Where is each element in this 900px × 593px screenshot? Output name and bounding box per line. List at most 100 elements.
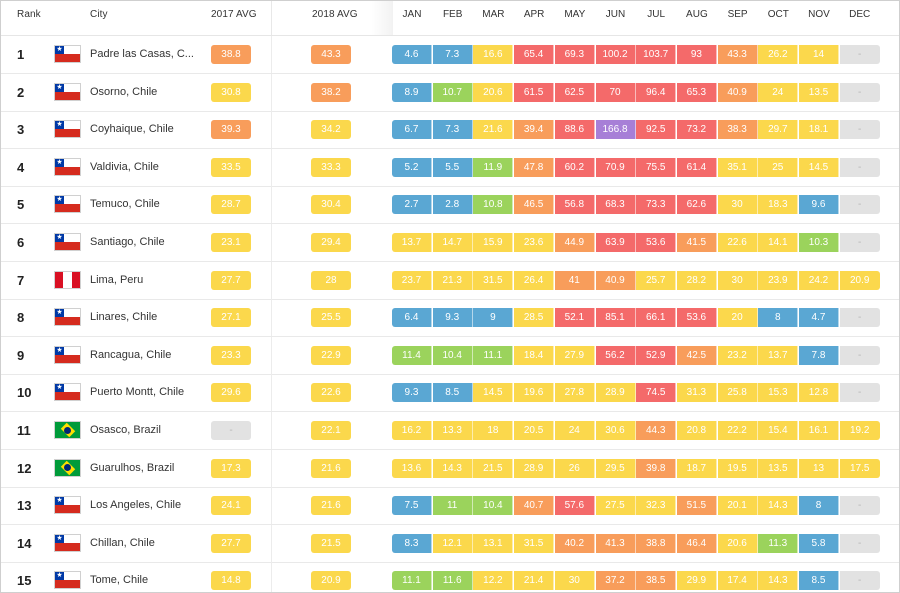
month-value-jun: 56.2 xyxy=(595,345,636,365)
table-row[interactable]: 11 Osasco, Brazil - 22.1 16.2 13.3 18 20.5 24 30.… xyxy=(1,412,899,450)
city-name[interactable]: Osorno, Chile xyxy=(90,85,158,98)
month-value-jul: 75.5 xyxy=(636,157,677,177)
month-value-jan: 11.4 xyxy=(392,345,432,365)
table-row[interactable]: 6 ★ Santiago, Chile 23.1 29.4 13.7 14.7 15.9 23.… xyxy=(1,224,899,262)
avg-2018-badge: 43.3 xyxy=(311,45,351,64)
header-month-mar[interactable]: MAR xyxy=(482,9,505,20)
table-row[interactable]: 2 ★ Osorno, Chile 30.8 38.2 8.9 10.7 20.6 61.5 62… xyxy=(1,73,899,112)
table-row[interactable]: 12 Guarulhos, Brazil 17.3 21.6 13.6 14.3 21.5 2… xyxy=(1,449,899,488)
header-city[interactable]: City xyxy=(90,9,108,20)
city-name[interactable]: Osasco, Brazil xyxy=(90,424,161,436)
header-rank[interactable]: Rank xyxy=(17,9,41,20)
rank-number: 11 xyxy=(17,423,31,438)
column-divider xyxy=(271,299,272,337)
month-value-jan: 9.3 xyxy=(392,383,432,403)
header-month-oct[interactable]: OCT xyxy=(767,9,789,20)
brazil-flag-icon xyxy=(54,421,81,439)
header-month-may[interactable]: MAY xyxy=(564,9,586,20)
month-value-sep: 30 xyxy=(717,270,758,290)
column-divider xyxy=(271,261,272,299)
month-value-jul: 44.3 xyxy=(636,421,677,440)
header-month-jan[interactable]: JAN xyxy=(402,9,422,20)
city-name[interactable]: Linares, Chile xyxy=(90,311,158,324)
month-value-feb: 2.8 xyxy=(432,195,473,215)
month-value-aug: 51.5 xyxy=(676,496,717,516)
month-value-mar: 13.1 xyxy=(473,533,514,553)
header-2017-avg[interactable]: 2017 AVG xyxy=(211,9,257,20)
city-name[interactable]: Padre las Casas, C... xyxy=(90,48,194,60)
city-name[interactable]: Puerto Montt, Chile xyxy=(90,386,185,399)
month-value-nov: 13 xyxy=(799,458,839,478)
month-value-aug: 20.8 xyxy=(676,421,717,440)
city-name[interactable]: Chillan, Chile xyxy=(90,536,155,549)
table-row[interactable]: 13 ★ Los Angeles, Chile 24.1 21.6 7.5 11 10.4 40… xyxy=(1,487,899,526)
city-name[interactable]: Guarulhos, Brazil xyxy=(90,461,175,474)
header-month-jun[interactable]: JUN xyxy=(605,9,626,20)
table-row[interactable]: 3 ★ Coyhaique, Chile 39.3 34.2 6.7 7.3 21.6 39.4… xyxy=(1,111,899,150)
header-scroll-shadow xyxy=(371,1,393,35)
month-value-feb: 14.3 xyxy=(432,458,473,478)
city-name[interactable]: Lima, Peru xyxy=(90,273,144,286)
month-value-oct: 26.2 xyxy=(758,45,799,64)
header-month-dec[interactable]: DEC xyxy=(849,9,871,20)
month-value-nov: 8.5 xyxy=(799,571,839,591)
city-name[interactable]: Temuco, Chile xyxy=(90,198,160,211)
rank-number: 12 xyxy=(17,460,32,476)
avg-2018-badge: 21.5 xyxy=(311,533,351,553)
month-value-jun: 85.1 xyxy=(595,308,636,328)
month-value-feb: 12.1 xyxy=(432,533,473,553)
table-row[interactable]: 14 ★ Chillan, Chile 27.7 21.5 8.3 12.1 13.1 31.5… xyxy=(1,524,899,563)
month-value-dec: - xyxy=(839,383,880,403)
month-value-jul: 96.4 xyxy=(636,82,677,102)
table-row[interactable]: 7 Lima, Peru 27.7 28 23.7 21.3 31.5 26.4 41 40.9 2… xyxy=(1,261,899,300)
table-row[interactable]: 5 ★ Temuco, Chile 28.7 30.4 2.7 2.8 10.8 46.5 56.… xyxy=(1,186,899,225)
rank-number: 3 xyxy=(17,122,25,138)
month-value-may: 69.3 xyxy=(554,45,595,64)
avg-2017-badge: 39.3 xyxy=(211,120,251,140)
month-value-may: 88.6 xyxy=(554,120,595,140)
rank-number: 10 xyxy=(17,385,32,401)
month-value-oct: 29.7 xyxy=(758,120,799,140)
avg-2017-badge: 27.7 xyxy=(211,533,251,553)
month-value-may: 52.1 xyxy=(554,308,595,328)
month-value-jun: 41.3 xyxy=(595,533,636,553)
month-value-mar: 12.2 xyxy=(473,571,514,591)
table-row[interactable]: 15 ★ Tome, Chile 14.8 20.9 11.1 11.6 12.2 21.4 30… xyxy=(1,562,899,592)
header-month-aug[interactable]: AUG xyxy=(686,9,708,20)
table-row[interactable]: 10 ★ Puerto Montt, Chile 29.6 22.6 9.3 8.5 14.5… xyxy=(1,374,899,413)
column-divider xyxy=(271,148,272,186)
month-value-aug: 41.5 xyxy=(676,233,717,252)
chile-flag-icon: ★ xyxy=(54,308,81,327)
city-name[interactable]: Los Angeles, Chile xyxy=(90,499,182,512)
header-month-jul[interactable]: JUL xyxy=(647,9,666,20)
peru-flag-icon xyxy=(54,270,81,289)
city-name[interactable]: Valdivia, Chile xyxy=(90,160,159,173)
header-2018-avg[interactable]: 2018 AVG xyxy=(312,9,358,20)
month-value-nov: 9.6 xyxy=(799,195,839,215)
header-month-feb[interactable]: FEB xyxy=(442,9,463,20)
month-value-mar: 16.6 xyxy=(473,45,514,64)
city-name[interactable]: Tome, Chile xyxy=(90,574,149,587)
month-value-jun: 40.9 xyxy=(595,270,636,290)
table-row[interactable]: 9 ★ Rancagua, Chile 23.3 22.9 11.4 10.4 11.1 18.… xyxy=(1,336,899,375)
column-divider xyxy=(271,186,272,224)
month-value-sep: 25.8 xyxy=(717,383,758,403)
city-name[interactable]: Coyhaique, Chile xyxy=(90,123,174,136)
city-name[interactable]: Rancagua, Chile xyxy=(90,348,172,361)
month-value-dec: - xyxy=(839,157,880,177)
chile-flag-icon: ★ xyxy=(54,120,81,139)
month-value-may: 27.9 xyxy=(554,345,595,365)
table-row[interactable]: 1 ★ Padre las Casas, C... 38.8 43.3 4.6 7.3 16.… xyxy=(1,36,899,74)
month-value-nov: 18.1 xyxy=(799,120,839,140)
table-row[interactable]: 8 ★ Linares, Chile 27.1 25.5 6.4 9.3 9 28.5 52.1 8… xyxy=(1,299,899,338)
month-value-dec: 20.9 xyxy=(839,270,880,290)
month-value-dec: - xyxy=(839,82,880,102)
month-value-jan: 7.5 xyxy=(392,496,432,516)
header-month-nov[interactable]: NOV xyxy=(808,9,830,20)
month-value-sep: 43.3 xyxy=(717,45,758,64)
table-row[interactable]: 4 ★ Valdivia, Chile 33.5 33.3 5.2 5.5 11.9 47.8 6… xyxy=(1,148,899,187)
header-month-sep[interactable]: SEP xyxy=(727,9,748,20)
header-month-apr[interactable]: APR xyxy=(523,9,545,20)
avg-2017-badge: 14.8 xyxy=(211,571,251,591)
city-name[interactable]: Santiago, Chile xyxy=(90,236,165,248)
